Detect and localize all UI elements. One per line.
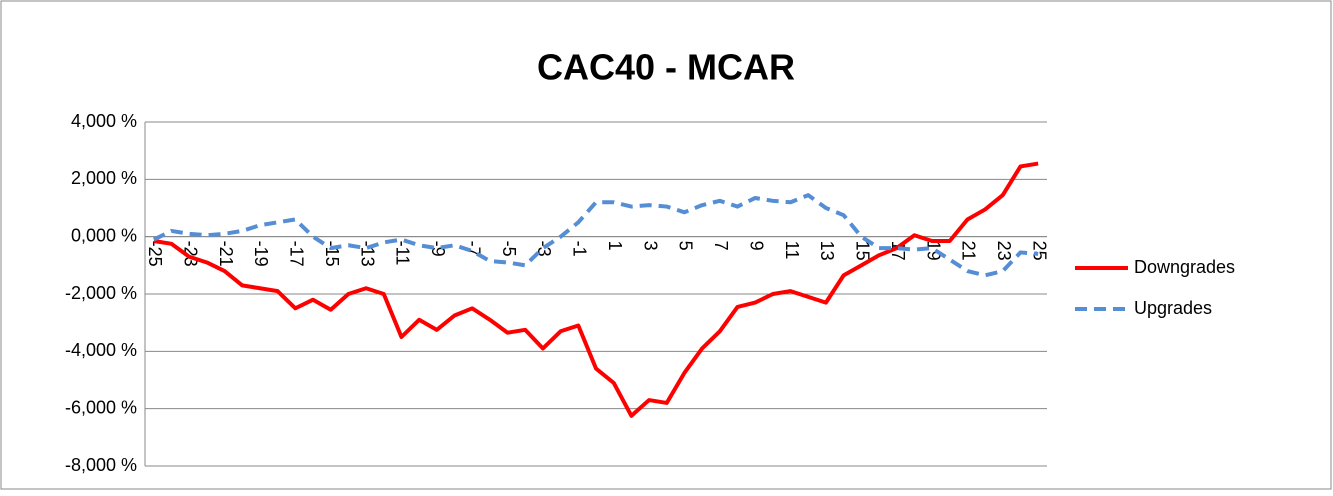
x-tick-label: -1 xyxy=(570,241,590,257)
y-tick-label: 4,000 % xyxy=(71,111,137,131)
y-tick-label: -2,000 % xyxy=(65,283,137,303)
x-tick-label: 7 xyxy=(711,241,731,251)
x-tick-label: 15 xyxy=(853,241,873,261)
x-tick-label: 1 xyxy=(605,241,625,251)
y-tick-label: -6,000 % xyxy=(65,397,137,417)
x-tick-label: 5 xyxy=(676,241,696,251)
y-tick-label: -4,000 % xyxy=(65,340,137,360)
chart-title: CAC40 - MCAR xyxy=(537,47,795,88)
x-tick-label: -9 xyxy=(428,241,448,257)
x-tick-label: 9 xyxy=(746,241,766,251)
series-line xyxy=(152,193,1039,278)
x-tick-label: -5 xyxy=(499,241,519,257)
x-tick-label: -17 xyxy=(287,241,307,267)
x-tick-label: -21 xyxy=(216,241,236,267)
x-tick-label: 21 xyxy=(959,241,979,261)
x-tick-label: 3 xyxy=(640,241,660,251)
legend-label: Upgrades xyxy=(1134,298,1212,318)
x-tick-label: -15 xyxy=(322,241,342,267)
x-tick-label: 25 xyxy=(1029,241,1049,261)
x-tick-label: -19 xyxy=(251,241,271,267)
y-tick-label: 0,000 % xyxy=(71,225,137,245)
x-tick-label: 11 xyxy=(782,241,802,260)
x-tick-label: 19 xyxy=(923,241,943,261)
y-tick-label: -8,000 % xyxy=(65,455,137,475)
x-tick-label: 13 xyxy=(817,241,837,261)
x-tick-label: 23 xyxy=(994,241,1014,261)
series-line xyxy=(153,161,1039,418)
x-tick-label: -11 xyxy=(393,241,413,266)
y-tick-label: 2,000 % xyxy=(71,168,137,188)
x-tick-label: -25 xyxy=(145,241,165,267)
legend-label: Downgrades xyxy=(1134,257,1235,277)
